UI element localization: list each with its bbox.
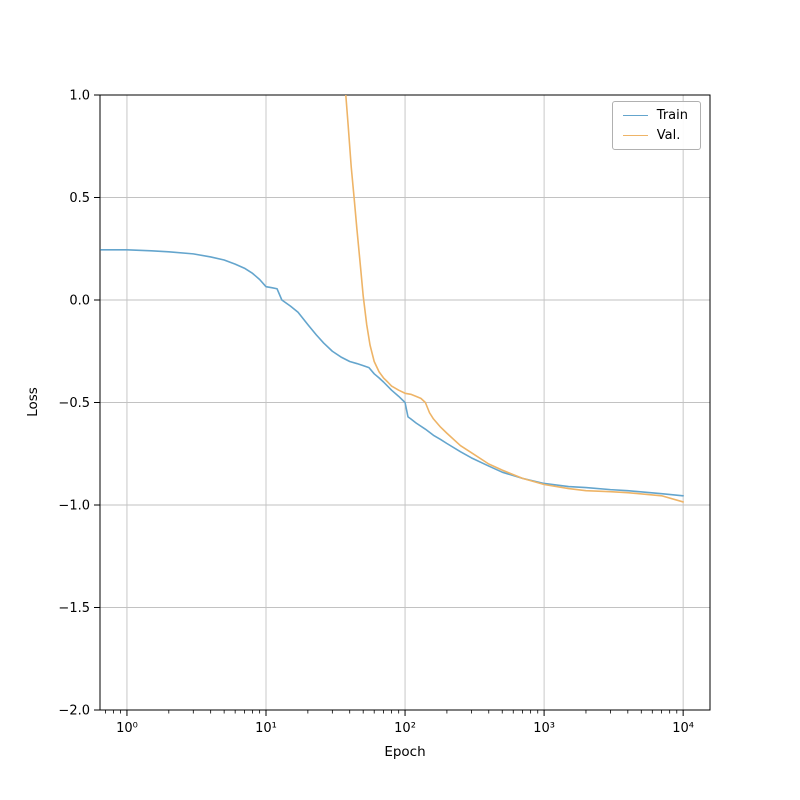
- legend-label-val: Val.: [656, 128, 681, 143]
- svg-text:10²: 10²: [394, 721, 416, 736]
- svg-text:10⁴: 10⁴: [672, 721, 694, 736]
- legend: Train Val.: [611, 101, 701, 150]
- svg-text:0.0: 0.0: [69, 294, 90, 309]
- svg-text:10⁰: 10⁰: [116, 721, 138, 736]
- svg-text:10³: 10³: [533, 721, 555, 736]
- legend-label-train: Train: [656, 108, 688, 123]
- svg-text:−0.5: −0.5: [58, 396, 90, 411]
- legend-entry-train: Train: [622, 108, 688, 123]
- y-axis-label: Loss: [25, 387, 41, 417]
- svg-text:−1.5: −1.5: [58, 601, 90, 616]
- svg-text:−2.0: −2.0: [58, 704, 90, 719]
- val-line-swatch: [622, 135, 648, 136]
- x-axis-label: Epoch: [384, 744, 426, 760]
- svg-text:1.0: 1.0: [69, 89, 90, 104]
- legend-entry-val: Val.: [622, 128, 688, 143]
- svg-text:0.5: 0.5: [69, 191, 90, 206]
- svg-text:10¹: 10¹: [255, 721, 277, 736]
- train-line-swatch: [622, 115, 648, 116]
- svg-text:−1.0: −1.0: [58, 499, 90, 514]
